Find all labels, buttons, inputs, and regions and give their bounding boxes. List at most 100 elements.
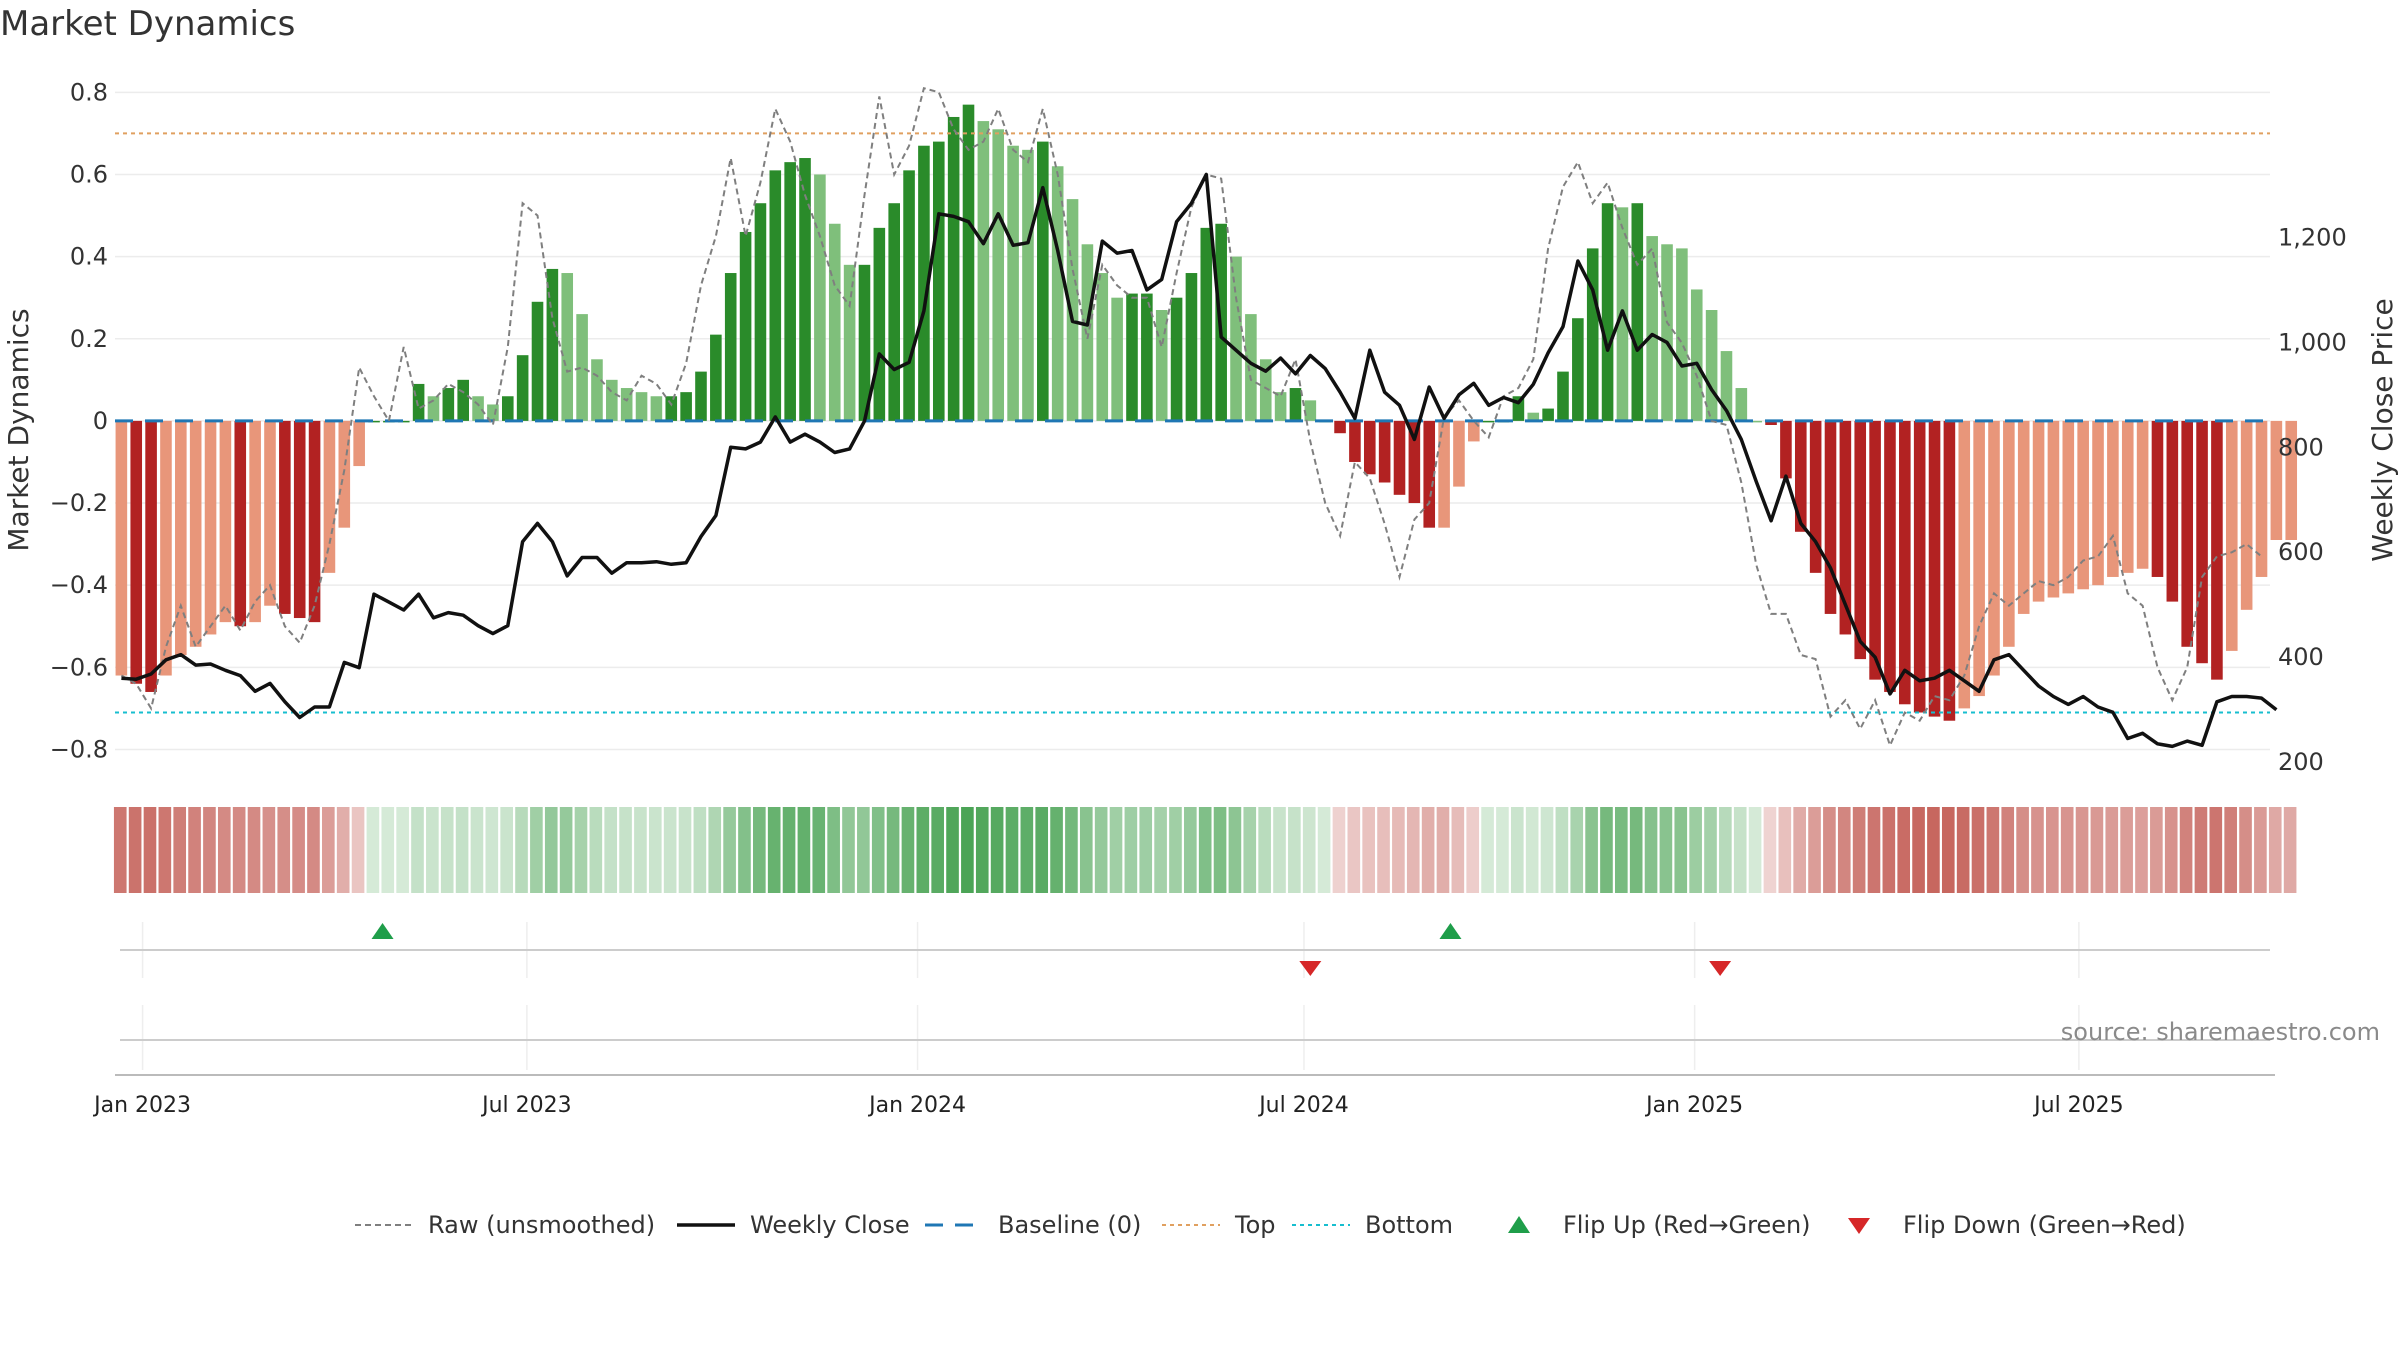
- regime-cell: [2224, 807, 2237, 893]
- dynamics-bar: [606, 379, 618, 421]
- regime-cell: [1763, 807, 1777, 893]
- regime-cell: [1778, 807, 1792, 893]
- dynamics-bar: [115, 420, 128, 676]
- regime-cell: [1615, 807, 1628, 893]
- dynamics-bar: [918, 145, 930, 421]
- regime-cell: [812, 807, 826, 893]
- regime-cell: [1867, 807, 1881, 893]
- legend: Raw (unsmoothed) Weekly Close Baseline (0)…: [355, 1211, 2186, 1239]
- regime-cell: [247, 807, 261, 893]
- regime-cell: [351, 807, 365, 893]
- dynamics-bar: [814, 174, 826, 421]
- regime-cell: [366, 807, 380, 893]
- regime-cell: [1852, 807, 1866, 893]
- regime-cell: [1421, 807, 1435, 893]
- dynamics-bar: [1973, 420, 1985, 697]
- regime-cell: [2283, 807, 2297, 893]
- regime-cell: [1629, 807, 1643, 893]
- dynamics-bar: [1572, 318, 1584, 421]
- regime-cell: [2046, 807, 2059, 893]
- regime-cell: [426, 807, 439, 893]
- dynamics-bar: [2077, 420, 2089, 590]
- dynamics-bar: [1438, 420, 1450, 528]
- dynamics-bar: [2240, 420, 2253, 610]
- dynamics-bar: [2003, 420, 2015, 647]
- dynamics-bar: [397, 420, 410, 423]
- regime-cell: [336, 807, 350, 893]
- regime-cell: [1971, 807, 1985, 893]
- dynamics-bar: [189, 420, 202, 647]
- dynamics-bar: [1304, 400, 1317, 421]
- date-axis: Jan 2023 Jul 2023 Jan 2024 Jul 2024 Jan 2025…: [92, 1005, 2275, 1118]
- regime-cell: [2120, 807, 2133, 893]
- legend-triangle-up-icon: [1508, 1216, 1530, 1233]
- regime-cell: [1837, 807, 1851, 893]
- regime-cell: [544, 807, 558, 893]
- regime-cell: [188, 807, 201, 893]
- dynamics-bar: [293, 420, 306, 619]
- regime-cell: [2135, 807, 2148, 893]
- regime-cell: [262, 807, 276, 893]
- legend-label: Flip Down (Green→Red): [1903, 1211, 2186, 1239]
- y-tick-label: −0.4: [50, 571, 108, 599]
- dynamics-bar: [1839, 420, 1852, 635]
- dynamics-bar: [1661, 244, 1673, 421]
- y2-tick-label: 200: [2278, 748, 2324, 776]
- dynamics-bar: [1230, 256, 1242, 421]
- y-tick-label: −0.6: [50, 653, 108, 681]
- dynamics-bar: [754, 203, 767, 421]
- regime-cell: [1466, 807, 1480, 893]
- dynamics-bar: [264, 420, 276, 606]
- regime-cell: [515, 807, 528, 893]
- regime-cell: [307, 807, 320, 893]
- dynamics-bar: [1423, 420, 1436, 528]
- dynamics-bar: [1363, 420, 1376, 475]
- regime-cell: [2016, 807, 2029, 893]
- dynamics-bar: [1066, 199, 1079, 421]
- flip-up-marker: [371, 923, 394, 939]
- dynamics-bar: [1735, 388, 1748, 421]
- regime-cell: [1184, 807, 1197, 893]
- dynamics-bar: [561, 273, 574, 421]
- dynamics-bar: [1200, 227, 1213, 421]
- dynamics-bar: [932, 141, 945, 421]
- dynamics-bar: [858, 264, 871, 421]
- regime-cell: [2060, 807, 2074, 893]
- regime-cell: [1243, 807, 1257, 893]
- regime-cell: [1169, 807, 1182, 893]
- regime-cell: [961, 807, 974, 893]
- dynamics-bar: [1274, 392, 1287, 421]
- dynamics-bar: [279, 420, 291, 614]
- dynamics-bar: [219, 420, 232, 623]
- regime-cell: [1020, 807, 1034, 893]
- legend-item: Raw (unsmoothed): [355, 1211, 655, 1239]
- regime-cell: [1035, 807, 1049, 893]
- dynamics-bar: [873, 227, 886, 421]
- dynamics-bar: [1185, 273, 1198, 421]
- regime-cell: [1689, 807, 1702, 893]
- y2-tick-label: 600: [2278, 538, 2324, 566]
- regime-cell: [1154, 807, 1167, 893]
- regime-cell: [1525, 807, 1539, 893]
- dynamics-bar: [2092, 420, 2104, 586]
- dynamics-bar: [175, 420, 187, 655]
- legend-label: Baseline (0): [998, 1211, 1141, 1239]
- y2-axis-title: Weekly Close Price: [2366, 298, 2399, 561]
- dynamics-bar: [546, 268, 559, 421]
- dynamics-bar: [531, 301, 544, 421]
- dynamics-bar: [1408, 420, 1421, 504]
- regime-cell: [693, 807, 707, 893]
- dynamics-bar: [1824, 420, 1837, 614]
- dynamics-bar: [1913, 420, 1926, 713]
- regime-cell: [1882, 807, 1896, 893]
- regime-cell: [470, 807, 484, 893]
- regime-cell: [485, 807, 499, 893]
- regime-cell: [1139, 807, 1153, 893]
- raw-line: [120, 86, 2263, 749]
- regime-cell: [738, 807, 751, 893]
- dynamics-bar: [2211, 420, 2223, 680]
- dynamics-bar: [962, 104, 975, 421]
- regime-cell: [2194, 807, 2208, 893]
- dynamics-bar: [1468, 420, 1480, 442]
- flip-down-marker: [1299, 961, 1322, 976]
